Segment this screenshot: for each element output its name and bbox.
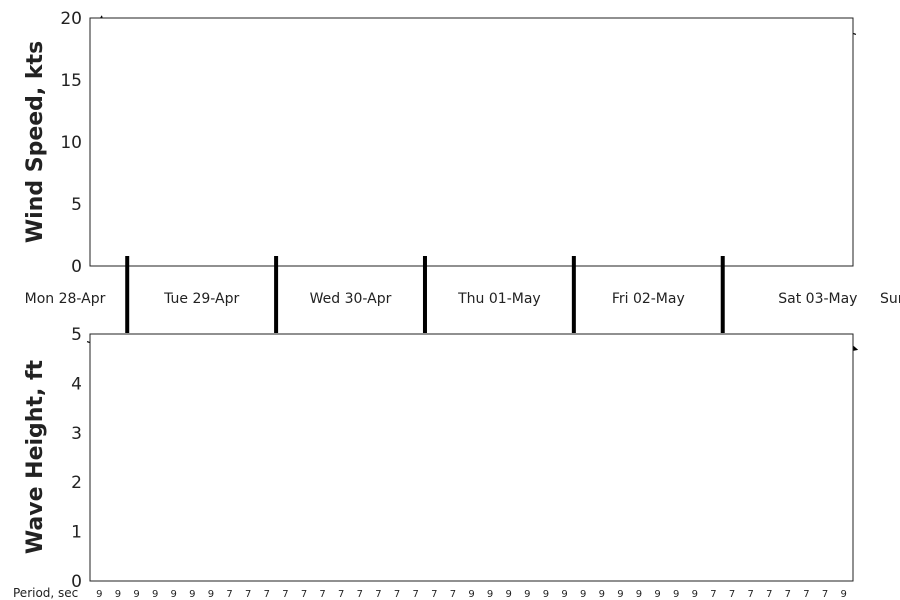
day-label: Thu 01-May (457, 291, 541, 307)
period-value: 9 (152, 589, 158, 600)
period-value: 9 (654, 589, 660, 600)
period-value: 9 (96, 589, 102, 600)
day-label: Sat 03-May (778, 291, 857, 307)
period-value: 9 (636, 589, 642, 600)
period-value: 7 (729, 589, 735, 600)
wave-y-tick-label: 0 (71, 572, 82, 592)
period-value: 9 (189, 589, 195, 600)
period-value: 7 (766, 589, 772, 600)
period-value: 9 (580, 589, 586, 600)
period-value: 7 (710, 589, 716, 600)
period-value: 9 (543, 589, 549, 600)
wave-y-axis-title: Wave Height, ft (23, 359, 48, 554)
period-value: 9 (487, 589, 493, 600)
wind-plot-frame (89, 17, 854, 267)
period-value: 7 (785, 589, 791, 600)
period-value: 7 (394, 589, 400, 600)
period-value: 9 (841, 589, 847, 600)
period-value: 7 (357, 589, 363, 600)
period-value: 7 (412, 589, 418, 600)
period-value: 7 (450, 589, 456, 600)
wind-y-tick-label: 15 (60, 71, 82, 91)
wind-y-tick-label: 0 (71, 257, 82, 277)
wave-plot-frame (89, 333, 854, 582)
period-value: 9 (617, 589, 623, 600)
day-label: Wed 30-Apr (310, 291, 392, 307)
wave-height-panel: Wave Height, ft 0 1 2 3 4 5 (23, 325, 859, 592)
wave-y-tick-label: 5 (71, 325, 82, 345)
period-value: 7 (264, 589, 270, 600)
period-value: 9 (599, 589, 605, 600)
period-value: 7 (822, 589, 828, 600)
period-value: 7 (338, 589, 344, 600)
wind-y-tick-label: 20 (60, 9, 82, 29)
period-value: 9 (692, 589, 698, 600)
period-value: 9 (506, 589, 512, 600)
period-value: 7 (301, 589, 307, 600)
period-value: 9 (208, 589, 214, 600)
period-value: 9 (673, 589, 679, 600)
period-value: 9 (133, 589, 139, 600)
period-value: 7 (282, 589, 288, 600)
day-label-row: Mon 28-Apr Tue 29-Apr Wed 30-Apr Thu 01-May… (25, 256, 900, 333)
period-title: Period, sec (13, 586, 78, 600)
wind-speed-panel: Wind Speed, kts 0 5 10 15 20 (23, 9, 857, 277)
period-value: 7 (226, 589, 232, 600)
day-label: Tue 29-Apr (163, 291, 239, 307)
period-value: 7 (431, 589, 437, 600)
period-value: 7 (747, 589, 753, 600)
period-value: 7 (375, 589, 381, 600)
wind-y-axis-title: Wind Speed, kts (23, 41, 48, 243)
period-value: 9 (561, 589, 567, 600)
period-value: 7 (803, 589, 809, 600)
period-value: 9 (468, 589, 474, 600)
period-value: 9 (171, 589, 177, 600)
day-label: Fri 02-May (612, 291, 685, 307)
period-value: 7 (245, 589, 251, 600)
wave-y-tick-label: 4 (71, 374, 82, 394)
day-label: Mon 28-Apr (25, 291, 106, 307)
wind-y-tick-label: 5 (71, 195, 82, 215)
period-value: 9 (115, 589, 121, 600)
period-row: Period, sec 9 9 9 9 9 9 9 7 7 7 7 7 7 7 7 7 7 7 7 7 9 9 9 9 9 9 9 9… (13, 586, 847, 600)
wave-y-tick-label: 3 (71, 424, 82, 444)
period-value: 9 (524, 589, 530, 600)
day-label: Sun (880, 291, 900, 307)
wave-y-tick-label: 2 (71, 473, 82, 493)
period-value: 7 (319, 589, 325, 600)
wind-y-tick-label: 10 (60, 133, 82, 153)
wave-y-tick-label: 1 (71, 523, 82, 543)
